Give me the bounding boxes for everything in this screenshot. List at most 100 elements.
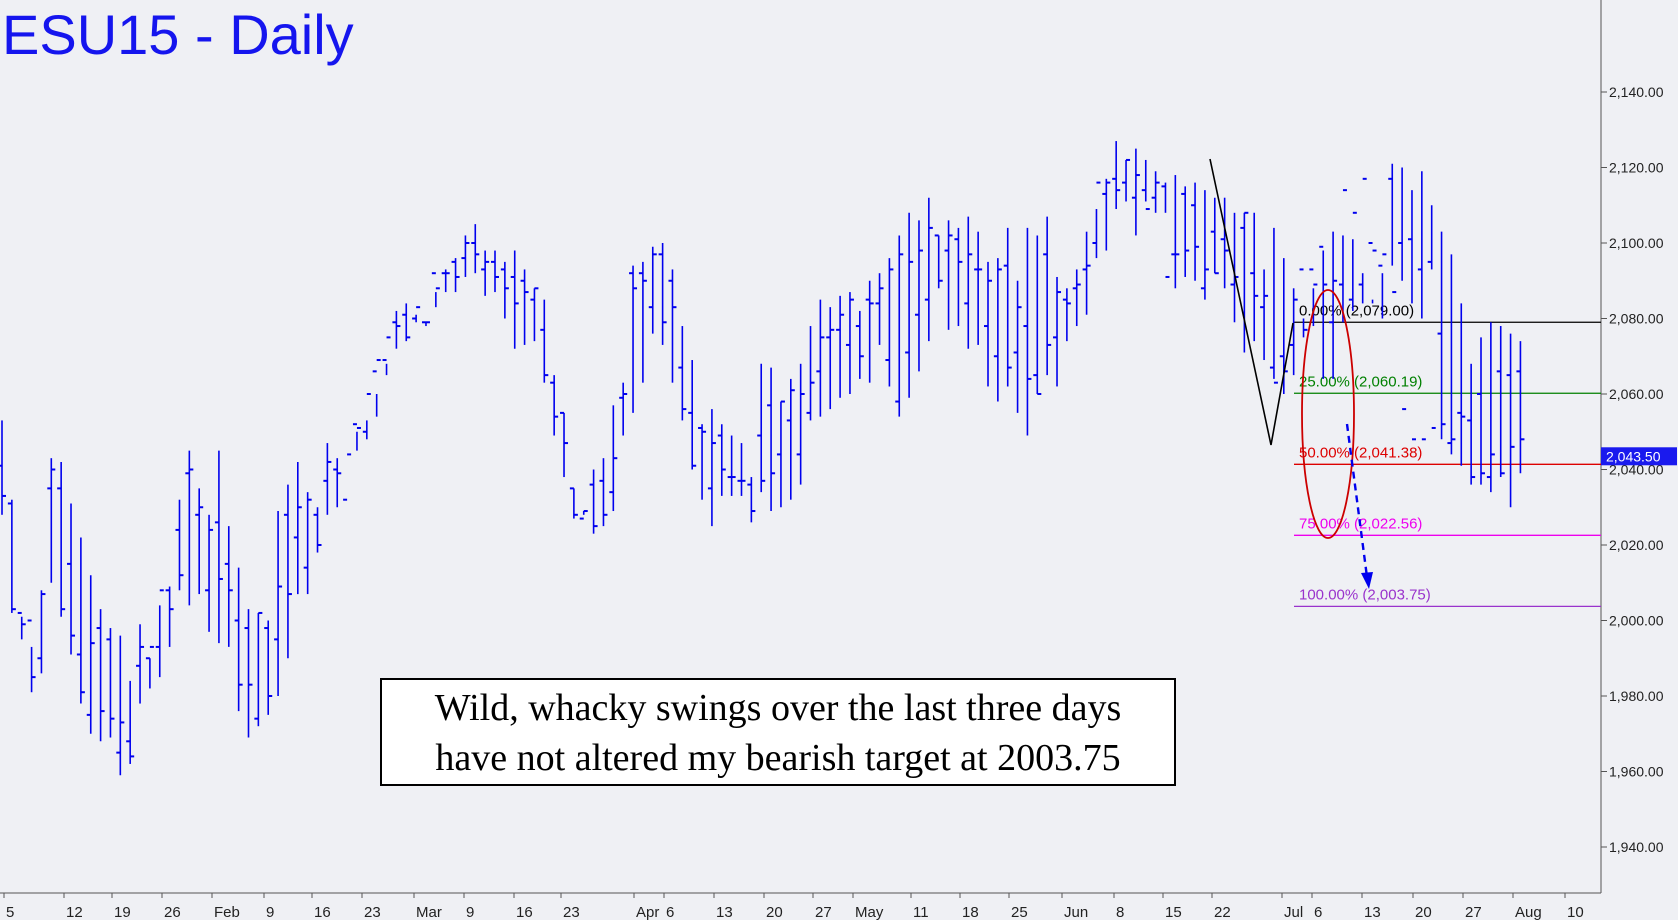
ohlc-bar [569, 487, 578, 519]
ohlc-bar [67, 503, 76, 655]
ohlc-bar [776, 400, 785, 508]
y-tick-label: 2,000.00 [1609, 613, 1664, 629]
x-tick-label: 13 [1364, 904, 1381, 920]
ohlc-bar [313, 507, 322, 553]
ohlc-bar [1102, 178, 1111, 251]
ohlc-bar [1082, 231, 1091, 315]
ohlc-bar [658, 243, 667, 345]
ohlc-bar [1289, 288, 1298, 376]
ohlc-bar [500, 261, 509, 319]
x-tick-label: 20 [766, 904, 783, 920]
ohlc-bar [402, 303, 411, 342]
ohlc-bar [136, 624, 145, 704]
ohlc-bar [579, 510, 588, 520]
ohlc-bar [619, 382, 628, 436]
last-price-tag [1601, 447, 1677, 466]
swing-line [1209, 158, 1294, 446]
ohlc-bar [126, 680, 135, 764]
ohlc-bar [1122, 158, 1131, 202]
ohlc-bar [1131, 148, 1140, 236]
ohlc-bar [155, 589, 164, 678]
ohlc-bar [826, 307, 835, 410]
ohlc-bar [668, 269, 677, 383]
y-tick-label: 1,980.00 [1609, 688, 1664, 704]
ohlc-bar [1013, 280, 1022, 413]
ohlc-bar [845, 292, 854, 394]
ohlc-bar [895, 235, 904, 417]
ohlc-bar [1053, 276, 1062, 387]
ohlc-bar [471, 224, 480, 274]
ohlc-bar [431, 272, 440, 308]
ohlc-bar [333, 458, 342, 508]
ohlc-bar [382, 336, 391, 376]
x-tick-label: 19 [114, 904, 131, 920]
ohlc-bar [648, 246, 657, 334]
ohlc-bar [954, 227, 963, 327]
ohlc-bar [1141, 159, 1150, 211]
ohlc-bar [352, 423, 361, 451]
y-tick-label: 1,960.00 [1609, 764, 1664, 780]
ohlc-bar [1329, 231, 1338, 379]
ohlc-bar [1348, 211, 1357, 311]
ohlc-bar [1417, 171, 1426, 441]
ohlc-bar [984, 261, 992, 387]
ohlc-bar [678, 326, 687, 421]
ohlc-bar [688, 360, 697, 470]
ohlc-bar [560, 411, 569, 478]
x-tick-label: Aug [1515, 904, 1542, 920]
y-tick-label: 2,080.00 [1609, 311, 1664, 327]
y-tick-label: 2,060.00 [1609, 386, 1664, 402]
ohlc-bar [1447, 254, 1456, 455]
annotation-line-1: Wild, whacky swings over the last three … [434, 687, 1122, 729]
x-tick-label: 23 [563, 904, 580, 920]
x-tick-label: 16 [516, 904, 533, 920]
ohlc-bar [145, 645, 154, 689]
ohlc-bar [924, 197, 933, 342]
last-price-label: 2,043.50 [1606, 448, 1661, 464]
y-tick-label: 1,940.00 [1609, 839, 1664, 855]
ohlc-bar [1358, 177, 1367, 304]
ohlc-bar [1309, 268, 1318, 327]
ohlc-bar [264, 620, 273, 715]
ohlc-bar [175, 499, 184, 591]
ohlc-bar [392, 310, 401, 349]
ohlc-bar [964, 216, 973, 349]
ohlc-bar [293, 461, 302, 595]
ohlc-bar [47, 458, 56, 583]
ohlc-bar [86, 575, 95, 734]
ohlc-bar [1092, 181, 1101, 259]
ohlc-bar [885, 258, 894, 387]
ohlc-bar [1437, 231, 1446, 440]
ohlc-bar [944, 220, 953, 330]
x-tick-label: May [855, 904, 884, 920]
ohlc-bar [510, 250, 519, 349]
fib-level-label: 25.00% (2,060.19) [1299, 373, 1422, 390]
x-tick-label: 22 [1214, 904, 1231, 920]
chart-title: ESU15 - Daily [2, 3, 354, 66]
y-axis-ticks: 1,940.00 1,960.00 1,980.00 2,000.00 2,020.00… [1601, 84, 1664, 855]
ohlc-bar [1388, 163, 1397, 294]
ohlc-bar [1250, 212, 1259, 342]
ohlc-bar [767, 367, 776, 512]
ohlc-bar [481, 250, 490, 296]
ohlc-bar [76, 537, 85, 704]
x-tick-label: Mar [416, 904, 442, 920]
ohlc-bar [1496, 326, 1505, 478]
ohlc-bar [1240, 211, 1249, 353]
ohlc-bar [993, 258, 1002, 402]
x-tick-label: 26 [164, 904, 181, 920]
y-tick-label: 2,120.00 [1609, 160, 1664, 176]
ohlc-bar [412, 306, 421, 323]
ohlc-bar [905, 212, 914, 398]
ohlc-bar [274, 511, 283, 696]
ohlc-bar [638, 261, 647, 383]
x-tick-label: 16 [314, 904, 331, 920]
x-tick-label: 9 [266, 904, 274, 920]
ohlc-bar [372, 359, 381, 417]
ohlc-bar [855, 310, 864, 379]
ohlc-bar [195, 488, 204, 595]
ohlc-bar [234, 567, 243, 712]
ohlc-bar [836, 295, 845, 398]
ohlc-bar [1200, 190, 1209, 300]
x-tick-label: 18 [962, 904, 979, 920]
